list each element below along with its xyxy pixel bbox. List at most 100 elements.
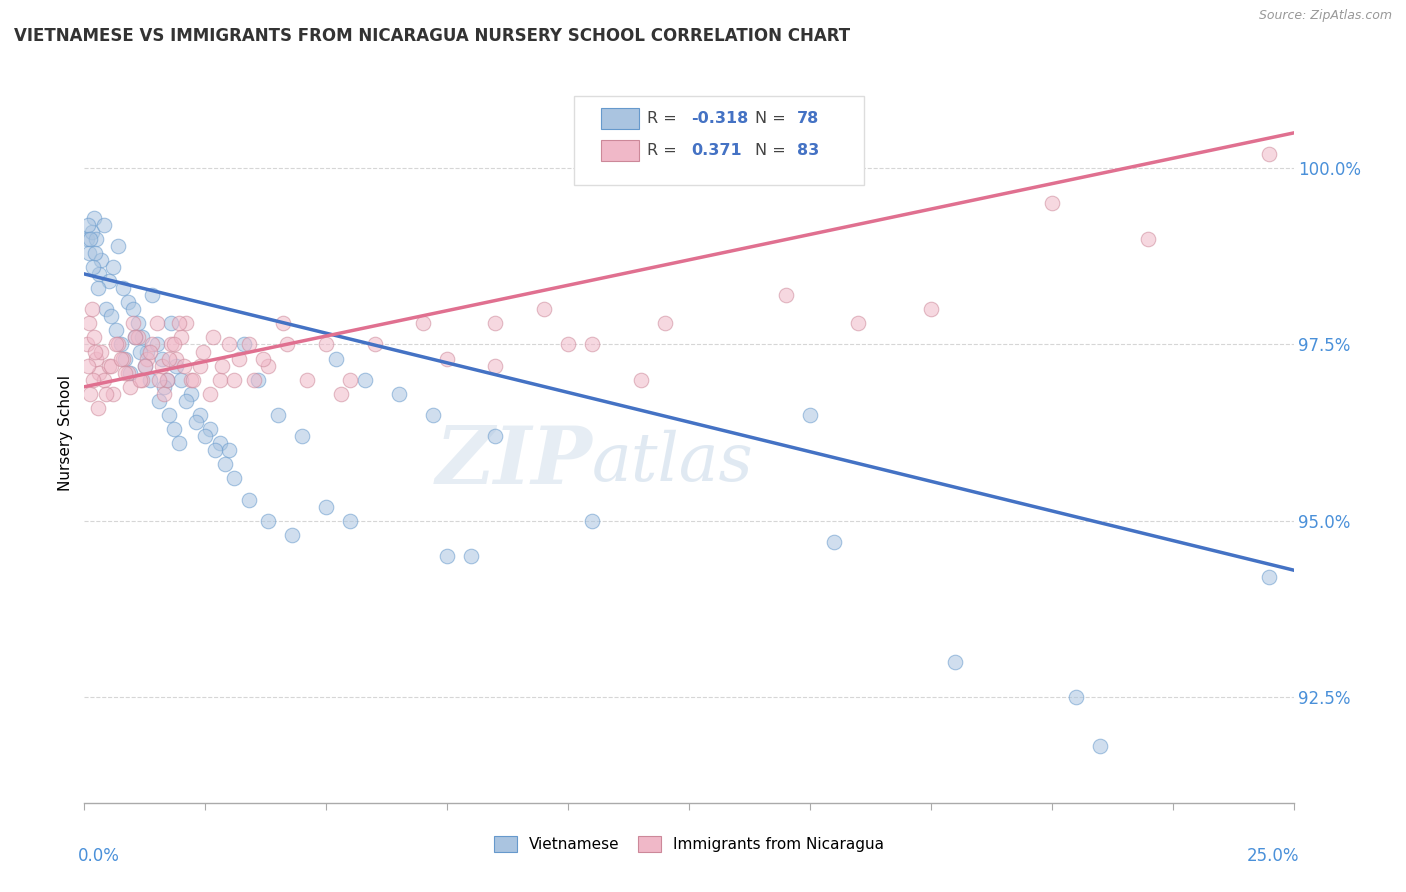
Point (97, 359, 120, 373)
Point (148, 393, 170, 408)
Point (204, 443, 226, 458)
Point (329, 387, 352, 401)
Point (79, 232, 101, 246)
Point (77, 359, 100, 373)
Point (93, 373, 115, 387)
Point (127, 316, 149, 330)
Text: 78: 78 (797, 112, 818, 126)
Point (654, 316, 676, 330)
Point (94, 387, 117, 401)
Point (167, 316, 190, 330)
Point (107, 239, 129, 253)
Text: Source: ZipAtlas.com: Source: ZipAtlas.com (1258, 9, 1392, 22)
Point (157, 408, 180, 422)
Point (218, 337, 240, 351)
Point (581, 514, 603, 528)
Point (93, 218, 115, 232)
Point (150, 359, 173, 373)
Point (84, 245, 107, 260)
Point (388, 387, 411, 401)
Point (114, 366, 136, 380)
Point (134, 359, 156, 373)
Point (228, 351, 250, 366)
Point (484, 359, 506, 373)
Point (77, 316, 100, 330)
Point (354, 373, 377, 387)
Point (76, 337, 98, 351)
Point (86, 351, 108, 366)
Point (165, 359, 187, 373)
Point (191, 344, 214, 359)
Point (153, 387, 176, 401)
Point (581, 337, 603, 351)
Point (100, 359, 122, 373)
Point (214, 458, 236, 472)
Point (422, 408, 444, 422)
Point (146, 316, 169, 330)
Point (436, 549, 458, 563)
Point (775, 288, 797, 302)
Point (120, 366, 142, 380)
Point (136, 344, 159, 359)
Legend: Vietnamese, Immigrants from Nicaragua: Vietnamese, Immigrants from Nicaragua (488, 830, 890, 858)
Point (121, 302, 143, 317)
Point (103, 387, 125, 401)
Point (104, 337, 127, 351)
Point (87, 366, 110, 380)
Text: ZIP: ZIP (436, 424, 592, 501)
Text: R =: R = (647, 143, 682, 158)
Point (129, 373, 152, 387)
Point (194, 429, 217, 443)
Point (271, 316, 294, 330)
Point (436, 351, 458, 366)
Point (180, 373, 202, 387)
Point (190, 359, 212, 373)
Point (1088, 739, 1111, 754)
Point (82, 373, 104, 387)
Point (94, 302, 117, 317)
Point (79, 387, 101, 401)
Point (103, 260, 125, 274)
Text: VIETNAMESE VS IMMIGRANTS FROM NICARAGUA NURSERY SCHOOL CORRELATION CHART: VIETNAMESE VS IMMIGRANTS FROM NICARAGUA … (14, 27, 851, 45)
Text: R =: R = (647, 112, 682, 126)
Point (363, 337, 385, 351)
Point (120, 380, 142, 394)
Point (315, 337, 337, 351)
FancyBboxPatch shape (574, 95, 865, 185)
Point (134, 359, 156, 373)
Point (224, 373, 246, 387)
Point (163, 337, 186, 351)
Point (173, 359, 195, 373)
Point (155, 373, 177, 387)
Point (1258, 147, 1281, 161)
Point (181, 373, 204, 387)
Point (136, 351, 159, 366)
Point (184, 415, 207, 429)
Text: 83: 83 (797, 143, 818, 158)
Point (291, 429, 314, 443)
Point (281, 528, 304, 542)
Point (339, 373, 361, 387)
Point (799, 408, 821, 422)
Point (131, 373, 153, 387)
Point (242, 373, 264, 387)
Point (201, 330, 224, 344)
Point (104, 323, 127, 337)
Point (170, 373, 193, 387)
Point (86, 232, 108, 246)
Text: 0.0%: 0.0% (79, 847, 120, 865)
Point (211, 359, 233, 373)
Point (257, 359, 280, 373)
Point (160, 316, 183, 330)
Point (267, 408, 290, 422)
Point (295, 373, 318, 387)
Point (97, 274, 120, 288)
Point (148, 373, 170, 387)
Point (276, 337, 298, 351)
Point (112, 281, 135, 295)
Point (153, 380, 176, 394)
Point (180, 387, 202, 401)
Point (155, 373, 177, 387)
Point (174, 393, 197, 408)
FancyBboxPatch shape (600, 108, 640, 129)
